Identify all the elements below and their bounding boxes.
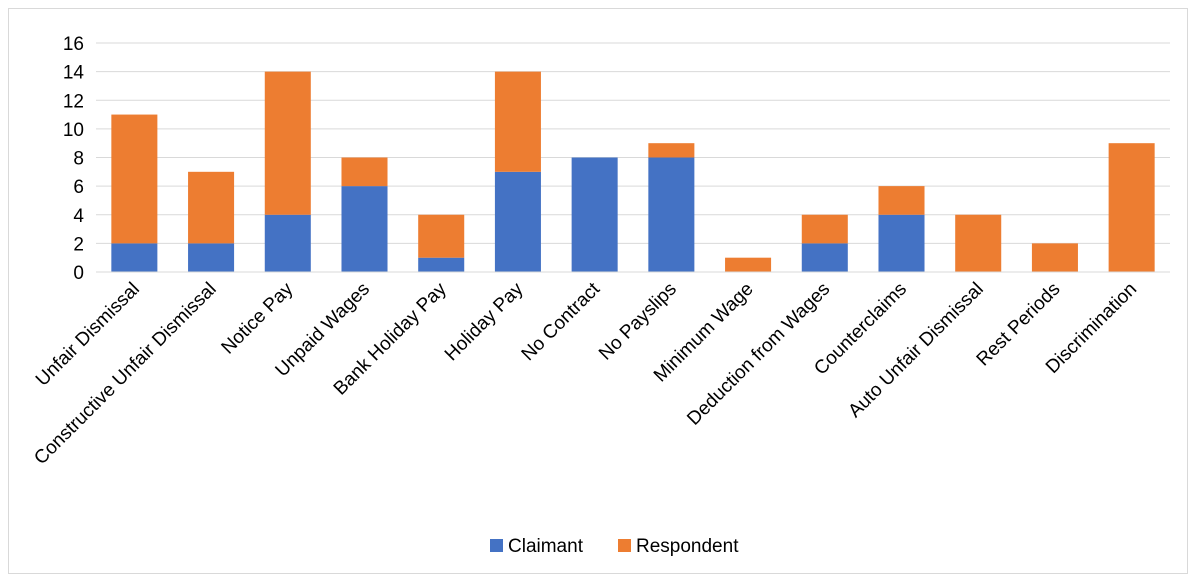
y-tick-label: 6 — [73, 177, 84, 198]
bar-respondent — [341, 157, 388, 187]
x-category-label: Notice Pay — [218, 278, 298, 358]
legend-label-respondent: Respondent — [636, 536, 739, 557]
bar-claimant — [418, 257, 465, 272]
x-category-label: No Contract — [518, 278, 605, 365]
bar-respondent — [418, 214, 465, 258]
y-tick-label: 16 — [63, 34, 84, 55]
bar-respondent — [1108, 143, 1155, 272]
bar-respondent — [264, 71, 311, 215]
bar-claimant — [341, 186, 388, 272]
y-tick-label: 14 — [63, 63, 85, 84]
bar-respondent — [494, 71, 541, 172]
chart-frame — [8, 8, 1188, 574]
bar-claimant — [264, 214, 311, 272]
legend-swatch-respondent — [618, 539, 631, 552]
y-tick-label: 10 — [63, 120, 84, 141]
bar-claimant — [188, 243, 235, 272]
bar-claimant — [494, 171, 541, 272]
bar-respondent — [955, 214, 1002, 272]
y-tick-label: 12 — [63, 91, 84, 112]
bar-claimant — [111, 243, 158, 272]
y-tick-label: 8 — [73, 149, 84, 170]
gridlines — [96, 42, 1170, 244]
bar-respondent — [801, 214, 848, 244]
legend: Claimant Respondent — [490, 536, 739, 557]
bar-claimant — [878, 214, 925, 272]
x-category-label: No Payslips — [595, 279, 681, 365]
bar-claimant — [801, 243, 848, 272]
x-category-label: Deduction from Wages — [683, 279, 834, 430]
bar-respondent — [725, 257, 772, 272]
legend-swatch-claimant — [490, 539, 503, 552]
x-category-label: Auto Unfair Dismissal — [844, 279, 987, 422]
legend-label-claimant: Claimant — [508, 536, 584, 557]
y-tick-label: 4 — [73, 206, 84, 227]
bar-respondent — [188, 171, 235, 244]
bar-claimant — [571, 157, 618, 272]
bars — [111, 71, 1155, 272]
y-tick-label: 0 — [73, 263, 84, 284]
y-tick-label: 2 — [73, 234, 84, 255]
bar-respondent — [111, 114, 158, 244]
y-axis-ticks: 0 2 4 6 8 10 12 14 16 — [63, 34, 85, 284]
bar-respondent — [878, 186, 925, 215]
bar-claimant — [648, 157, 695, 272]
x-category-label: Holiday Pay — [441, 278, 528, 365]
bar-respondent — [1031, 243, 1078, 272]
bar-respondent — [648, 143, 695, 158]
